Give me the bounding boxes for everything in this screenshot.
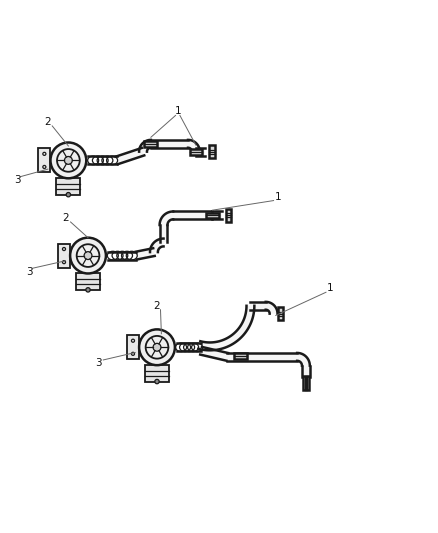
- Polygon shape: [251, 302, 266, 310]
- Polygon shape: [297, 353, 310, 366]
- Text: 2: 2: [154, 301, 160, 311]
- Polygon shape: [150, 239, 163, 252]
- Circle shape: [155, 379, 159, 384]
- Text: 1: 1: [327, 284, 334, 293]
- Circle shape: [84, 252, 92, 260]
- FancyBboxPatch shape: [76, 273, 100, 290]
- Polygon shape: [206, 213, 219, 218]
- Polygon shape: [159, 225, 167, 243]
- Polygon shape: [303, 376, 309, 390]
- Polygon shape: [227, 353, 297, 361]
- Circle shape: [139, 329, 175, 365]
- Polygon shape: [190, 149, 202, 155]
- FancyBboxPatch shape: [39, 148, 50, 172]
- FancyBboxPatch shape: [145, 365, 169, 382]
- Circle shape: [64, 157, 72, 164]
- Circle shape: [70, 238, 106, 273]
- Polygon shape: [173, 212, 212, 220]
- Polygon shape: [278, 307, 283, 320]
- Polygon shape: [145, 141, 157, 147]
- Polygon shape: [159, 212, 173, 225]
- Text: 1: 1: [174, 106, 181, 116]
- Polygon shape: [136, 248, 155, 260]
- Text: 2: 2: [45, 117, 51, 127]
- Polygon shape: [209, 145, 215, 158]
- Circle shape: [86, 288, 90, 292]
- Polygon shape: [151, 140, 188, 148]
- FancyBboxPatch shape: [58, 244, 70, 268]
- Polygon shape: [234, 353, 247, 359]
- Polygon shape: [116, 148, 144, 164]
- Text: 3: 3: [95, 358, 102, 368]
- Text: 3: 3: [14, 175, 21, 185]
- FancyBboxPatch shape: [57, 179, 81, 195]
- Polygon shape: [139, 140, 151, 152]
- Polygon shape: [226, 209, 231, 222]
- Text: 3: 3: [26, 266, 32, 277]
- Circle shape: [153, 343, 161, 351]
- Text: 2: 2: [62, 214, 69, 223]
- Circle shape: [50, 142, 86, 179]
- Polygon shape: [196, 148, 205, 156]
- Polygon shape: [200, 347, 228, 361]
- Polygon shape: [212, 212, 222, 220]
- Polygon shape: [302, 366, 310, 376]
- Text: 1: 1: [275, 192, 281, 201]
- Circle shape: [66, 192, 71, 197]
- Polygon shape: [198, 306, 254, 350]
- Polygon shape: [188, 140, 200, 152]
- Polygon shape: [266, 302, 278, 313]
- FancyBboxPatch shape: [127, 335, 139, 359]
